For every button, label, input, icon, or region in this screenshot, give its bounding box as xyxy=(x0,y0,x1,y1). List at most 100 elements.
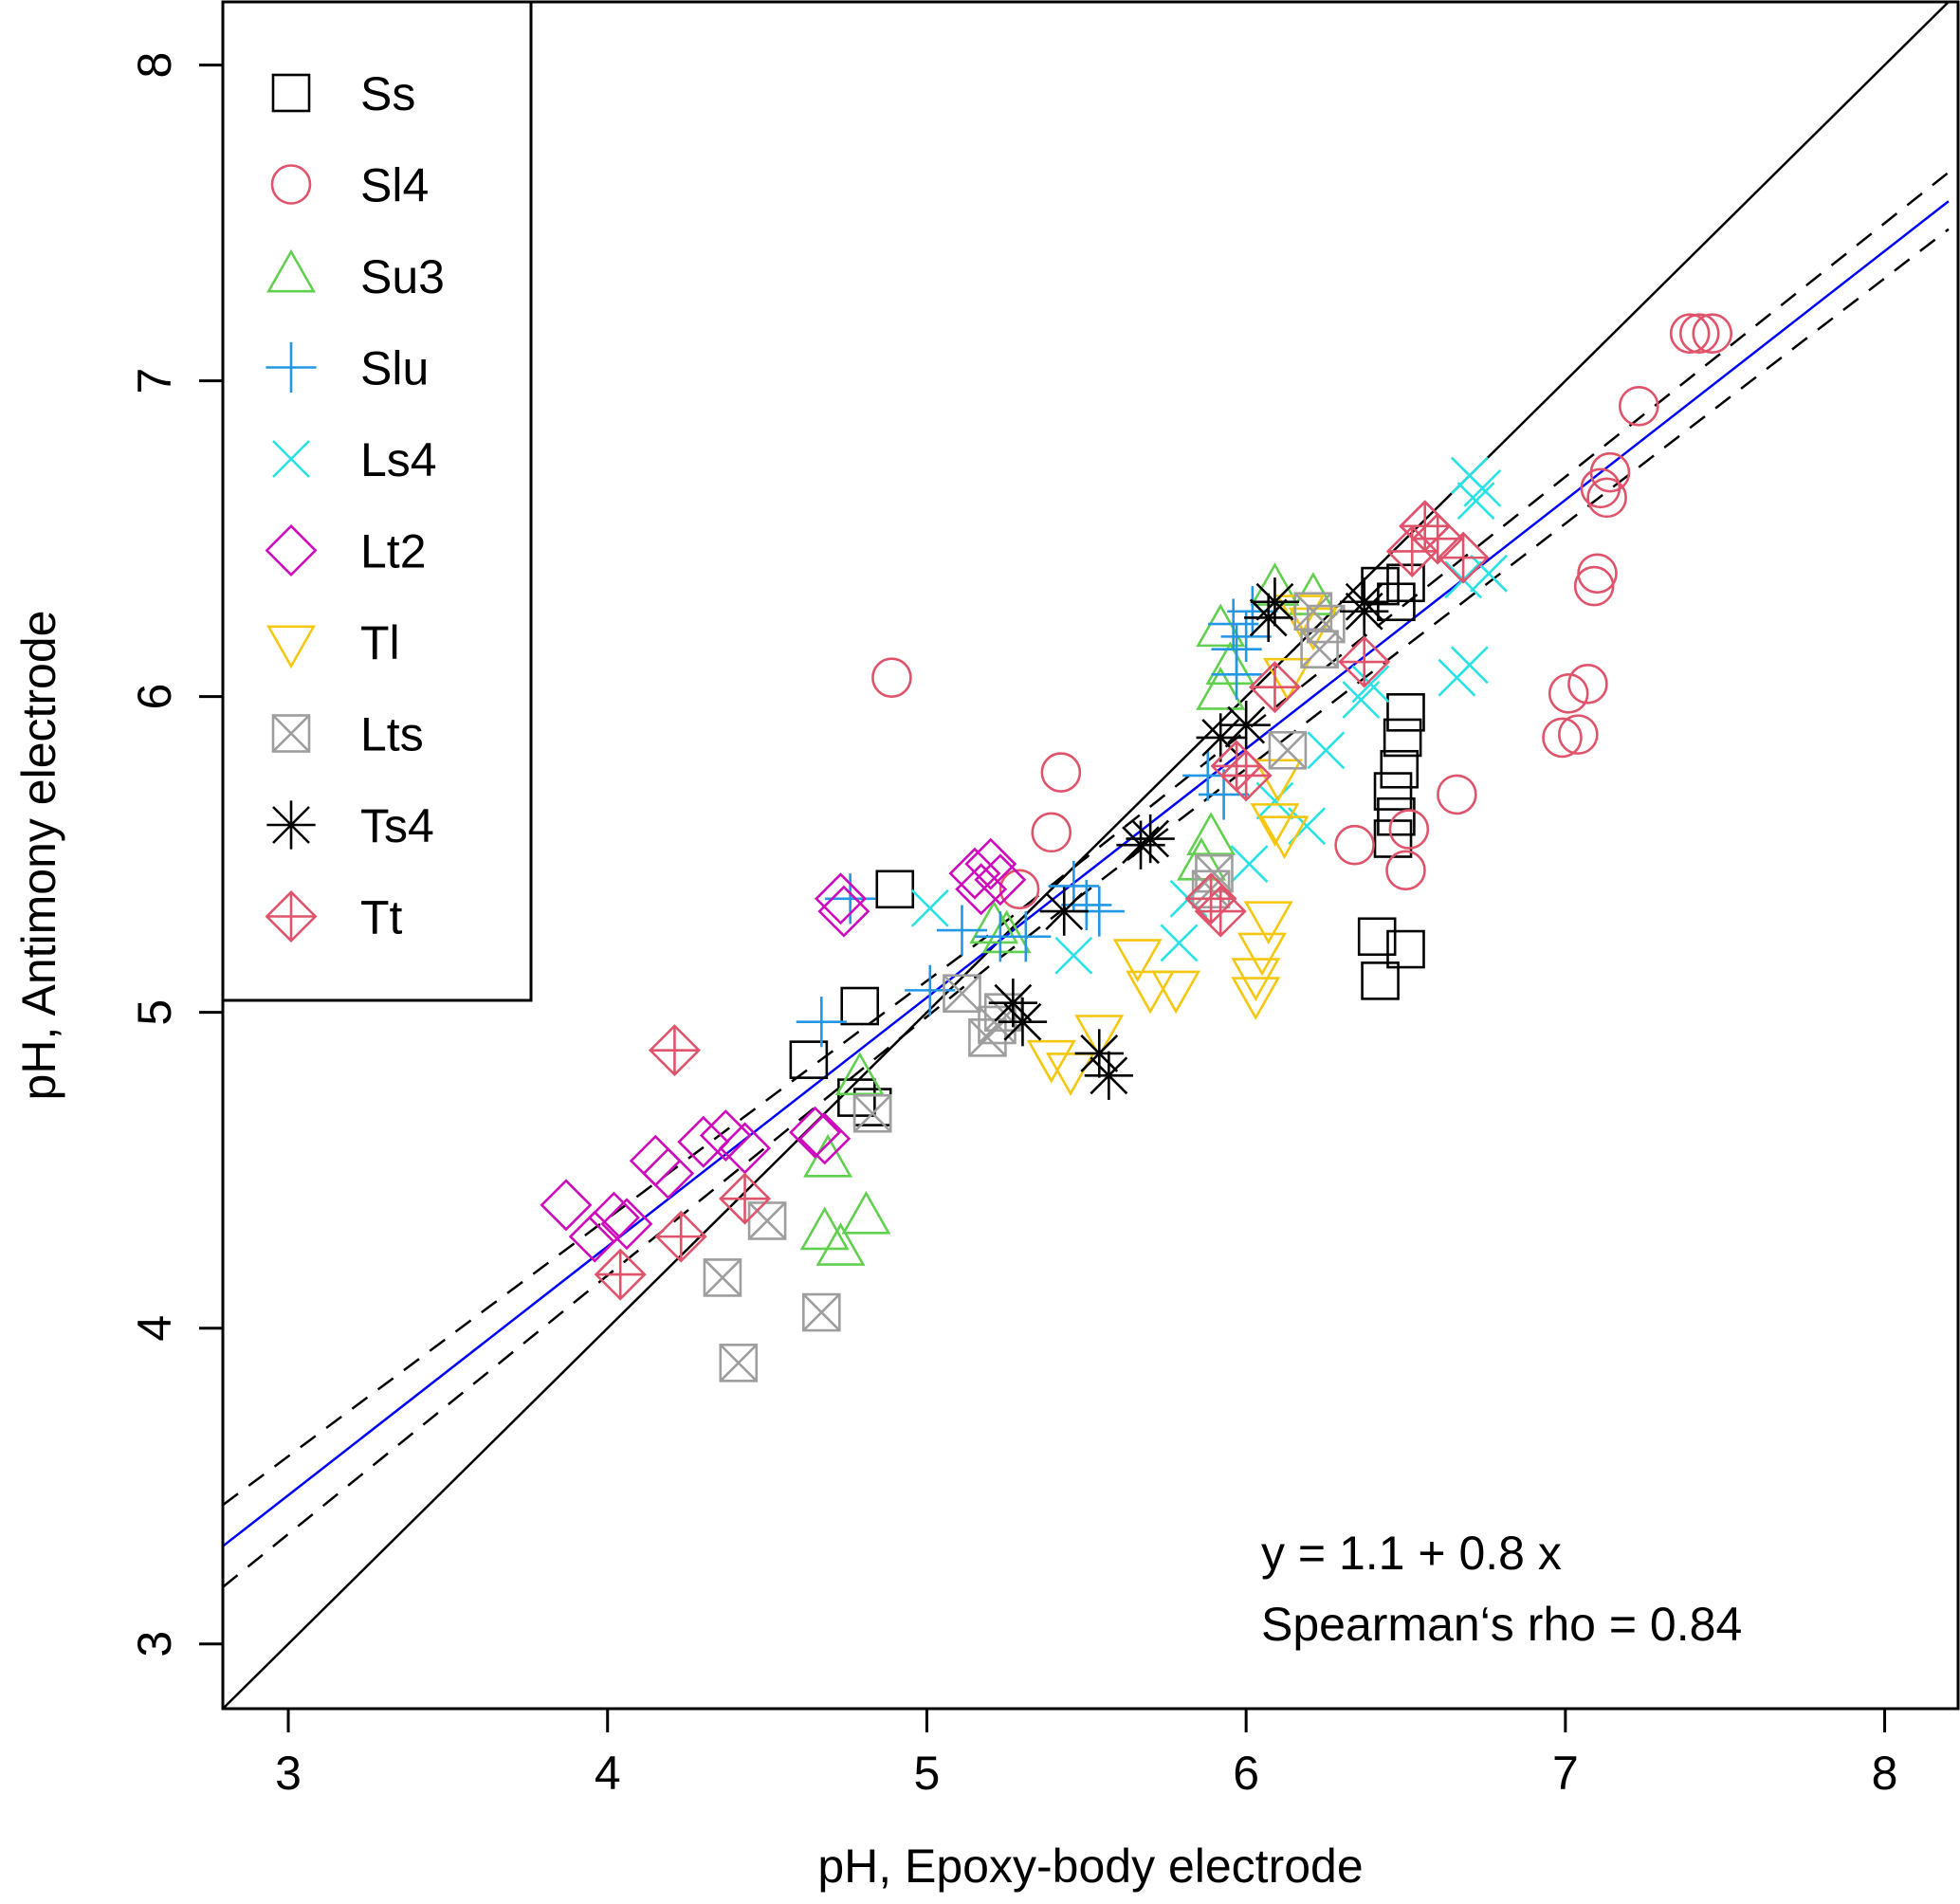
legend-marker-square-icon xyxy=(271,73,311,113)
data-point xyxy=(1340,577,1389,627)
regression-line xyxy=(223,200,1950,1547)
y-tick-label: 6 xyxy=(128,684,181,710)
data-point xyxy=(840,986,880,1026)
data-point xyxy=(719,1122,772,1175)
data-point xyxy=(1112,939,1163,983)
data-point xyxy=(1692,313,1733,354)
data-point xyxy=(1351,665,1390,704)
y-axis-title: pH, Antimony electrode xyxy=(12,611,65,1101)
data-point xyxy=(964,837,1017,890)
data-point xyxy=(1126,814,1175,864)
data-point xyxy=(871,657,912,698)
data-point xyxy=(955,863,1008,916)
legend-marker-diamond-plus-icon xyxy=(265,890,318,943)
y-tick-label: 5 xyxy=(128,999,181,1026)
data-point xyxy=(799,1206,850,1251)
data-point xyxy=(1334,824,1375,866)
series-sl4 xyxy=(871,313,1733,910)
data-point xyxy=(594,1248,647,1301)
data-point xyxy=(974,853,1027,906)
data-point xyxy=(1373,772,1413,811)
data-point xyxy=(719,1344,759,1382)
data-point xyxy=(834,1052,885,1096)
data-point xyxy=(998,998,1048,1047)
series-lts xyxy=(703,592,1346,1382)
data-point xyxy=(587,1191,640,1244)
data-point xyxy=(1361,566,1400,606)
data-point xyxy=(981,909,1032,954)
data-point xyxy=(1243,901,1293,945)
series-tt xyxy=(594,500,1490,1301)
regression-equation: y = 1.1 + 0.8 x xyxy=(1261,1527,1562,1580)
legend-item-su3: Su3 xyxy=(266,248,445,303)
data-point xyxy=(1383,718,1422,758)
legend-item-tl: Tl xyxy=(266,616,400,669)
data-point xyxy=(1231,977,1281,1020)
data-point xyxy=(1039,887,1089,936)
legend-item-slu: Slu xyxy=(266,342,429,395)
data-point xyxy=(642,1147,695,1200)
data-point xyxy=(1196,603,1246,648)
data-point xyxy=(875,870,915,909)
legend-marker-plus-icon xyxy=(266,341,317,394)
data-point xyxy=(1399,500,1452,553)
data-point xyxy=(905,964,956,1016)
legend-label: Tt xyxy=(360,891,403,944)
series-ls4 xyxy=(910,456,1508,975)
data-point xyxy=(1380,749,1420,789)
series-lt2 xyxy=(540,500,1452,1263)
legend-item-ts4: Ts4 xyxy=(266,799,434,852)
legend-label: Tl xyxy=(360,616,400,669)
data-point xyxy=(1208,598,1259,650)
legend-marker-circle-icon xyxy=(270,164,312,205)
x-tick-label: 6 xyxy=(1233,1747,1259,1800)
y-tick-label: 7 xyxy=(128,368,181,394)
data-point xyxy=(1184,872,1237,925)
data-point xyxy=(1618,385,1659,427)
data-point xyxy=(1386,693,1425,732)
data-point xyxy=(1196,667,1246,710)
data-point xyxy=(837,1078,876,1117)
data-point xyxy=(1054,936,1093,975)
data-point xyxy=(1338,635,1391,688)
data-point xyxy=(1577,553,1618,595)
data-point xyxy=(852,1093,892,1133)
data-point xyxy=(1567,664,1608,705)
data-point xyxy=(703,1258,742,1297)
data-point xyxy=(817,885,870,938)
data-point xyxy=(789,1040,829,1079)
data-point xyxy=(1084,1051,1134,1100)
legend-item-lts: Lts xyxy=(271,708,424,761)
x-tick-label: 3 xyxy=(275,1747,302,1800)
legend-item-tt: Tt xyxy=(265,890,403,944)
data-point xyxy=(1669,313,1711,354)
x-tick-label: 5 xyxy=(914,1747,941,1800)
data-point xyxy=(1386,929,1425,969)
data-point xyxy=(1250,577,1300,627)
reference-lines xyxy=(223,2,1951,1709)
legend-marker-triangle-up-icon xyxy=(266,248,316,293)
data-point xyxy=(1244,593,1293,643)
data-point xyxy=(568,1210,621,1263)
data-point xyxy=(802,1292,841,1332)
data-point xyxy=(747,1201,787,1240)
legend-item-ls4: Ls4 xyxy=(272,433,437,486)
y-tick-label: 8 xyxy=(128,52,181,79)
data-point xyxy=(815,872,868,925)
legend: Ss Sl4 Su3 Slu Ls4 Lt2 Tl Lts Ts4 Tt xyxy=(221,0,533,1002)
legend-label: Ss xyxy=(360,67,415,120)
y-tick-label: 4 xyxy=(128,1315,181,1342)
data-point xyxy=(1589,451,1631,493)
legend-marker-asterisk-icon xyxy=(266,800,316,850)
data-point xyxy=(1678,313,1720,354)
data-point xyxy=(1357,917,1397,957)
data-point xyxy=(719,1172,772,1225)
data-point xyxy=(1250,803,1300,847)
legend-item-ss: Ss xyxy=(271,67,415,120)
x-tick-label: 4 xyxy=(595,1747,621,1800)
data-point xyxy=(841,1190,891,1235)
data-point xyxy=(1558,714,1599,755)
data-point xyxy=(677,1115,730,1168)
data-point xyxy=(1437,531,1490,584)
data-point xyxy=(1236,932,1287,977)
